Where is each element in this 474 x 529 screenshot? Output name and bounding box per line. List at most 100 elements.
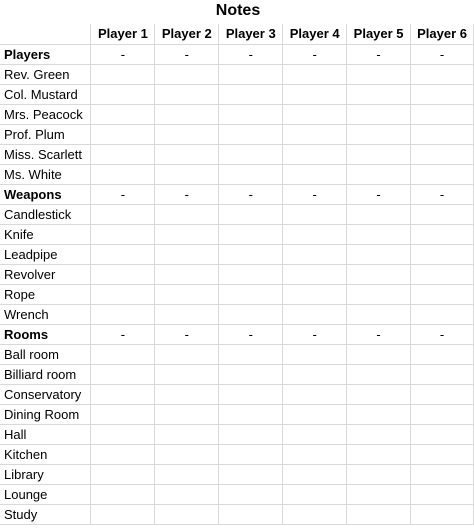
note-cell[interactable]	[410, 484, 474, 505]
player-header[interactable]: Player 6	[410, 24, 474, 45]
note-cell[interactable]	[218, 404, 284, 425]
note-cell[interactable]	[282, 484, 348, 505]
section-header-cell[interactable]: Weapons	[0, 184, 92, 205]
note-cell[interactable]	[154, 464, 220, 485]
note-cell[interactable]	[154, 164, 220, 185]
note-cell[interactable]	[218, 424, 284, 445]
player-header[interactable]: Player 2	[154, 24, 220, 45]
note-cell[interactable]	[346, 304, 412, 325]
note-cell[interactable]	[90, 504, 156, 525]
note-cell[interactable]	[346, 124, 412, 145]
section-marker-cell[interactable]: -	[410, 44, 474, 65]
note-cell[interactable]	[282, 424, 348, 445]
note-cell[interactable]	[346, 264, 412, 285]
note-cell[interactable]	[346, 84, 412, 105]
note-cell[interactable]	[154, 384, 220, 405]
note-cell[interactable]	[90, 84, 156, 105]
note-cell[interactable]	[282, 504, 348, 525]
note-cell[interactable]	[410, 84, 474, 105]
note-cell[interactable]	[90, 244, 156, 265]
note-cell[interactable]	[282, 204, 348, 225]
note-cell[interactable]	[410, 404, 474, 425]
note-cell[interactable]	[90, 344, 156, 365]
item-label-cell[interactable]: Ball room	[0, 344, 92, 365]
note-cell[interactable]	[410, 344, 474, 365]
item-label-cell[interactable]: Leadpipe	[0, 244, 92, 265]
item-label-cell[interactable]: Dining Room	[0, 404, 92, 425]
note-cell[interactable]	[218, 244, 284, 265]
note-cell[interactable]	[346, 464, 412, 485]
item-label-cell[interactable]: Kitchen	[0, 444, 92, 465]
item-label-cell[interactable]: Knife	[0, 224, 92, 245]
item-label-cell[interactable]: Hall	[0, 424, 92, 445]
player-header[interactable]: Player 3	[218, 24, 284, 45]
note-cell[interactable]	[282, 284, 348, 305]
note-cell[interactable]	[218, 224, 284, 245]
item-label-cell[interactable]: Ms. White	[0, 164, 92, 185]
note-cell[interactable]	[154, 504, 220, 525]
note-cell[interactable]	[346, 384, 412, 405]
section-marker-cell[interactable]: -	[346, 184, 412, 205]
item-label-cell[interactable]: Col. Mustard	[0, 84, 92, 105]
note-cell[interactable]	[346, 404, 412, 425]
title-cell[interactable]: Notes	[0, 0, 474, 22]
note-cell[interactable]	[346, 444, 412, 465]
note-cell[interactable]	[218, 484, 284, 505]
note-cell[interactable]	[90, 104, 156, 125]
item-label-cell[interactable]: Prof. Plum	[0, 124, 92, 145]
note-cell[interactable]	[410, 224, 474, 245]
note-cell[interactable]	[346, 344, 412, 365]
note-cell[interactable]	[90, 204, 156, 225]
note-cell[interactable]	[282, 164, 348, 185]
section-marker-cell[interactable]: -	[90, 324, 156, 345]
section-marker-cell[interactable]: -	[282, 44, 348, 65]
section-marker-cell[interactable]: -	[410, 184, 474, 205]
section-marker-cell[interactable]: -	[218, 324, 284, 345]
note-cell[interactable]	[90, 284, 156, 305]
note-cell[interactable]	[282, 84, 348, 105]
note-cell[interactable]	[282, 104, 348, 125]
note-cell[interactable]	[154, 264, 220, 285]
note-cell[interactable]	[346, 484, 412, 505]
section-marker-cell[interactable]: -	[346, 44, 412, 65]
note-cell[interactable]	[282, 444, 348, 465]
corner-cell[interactable]	[0, 24, 92, 45]
note-cell[interactable]	[218, 344, 284, 365]
section-marker-cell[interactable]: -	[154, 324, 220, 345]
note-cell[interactable]	[90, 444, 156, 465]
note-cell[interactable]	[154, 444, 220, 465]
note-cell[interactable]	[410, 364, 474, 385]
item-label-cell[interactable]: Conservatory	[0, 384, 92, 405]
note-cell[interactable]	[218, 464, 284, 485]
note-cell[interactable]	[282, 384, 348, 405]
note-cell[interactable]	[154, 344, 220, 365]
note-cell[interactable]	[346, 104, 412, 125]
item-label-cell[interactable]: Candlestick	[0, 204, 92, 225]
note-cell[interactable]	[154, 224, 220, 245]
section-marker-cell[interactable]: -	[282, 184, 348, 205]
note-cell[interactable]	[282, 404, 348, 425]
note-cell[interactable]	[218, 264, 284, 285]
item-label-cell[interactable]: Revolver	[0, 264, 92, 285]
note-cell[interactable]	[410, 424, 474, 445]
note-cell[interactable]	[90, 464, 156, 485]
note-cell[interactable]	[346, 144, 412, 165]
note-cell[interactable]	[90, 424, 156, 445]
note-cell[interactable]	[154, 204, 220, 225]
note-cell[interactable]	[410, 64, 474, 85]
note-cell[interactable]	[90, 224, 156, 245]
item-label-cell[interactable]: Rope	[0, 284, 92, 305]
note-cell[interactable]	[154, 484, 220, 505]
note-cell[interactable]	[154, 104, 220, 125]
note-cell[interactable]	[218, 124, 284, 145]
note-cell[interactable]	[218, 384, 284, 405]
note-cell[interactable]	[346, 424, 412, 445]
note-cell[interactable]	[410, 444, 474, 465]
note-cell[interactable]	[154, 244, 220, 265]
section-marker-cell[interactable]: -	[154, 44, 220, 65]
note-cell[interactable]	[410, 264, 474, 285]
note-cell[interactable]	[218, 84, 284, 105]
note-cell[interactable]	[90, 364, 156, 385]
section-header-cell[interactable]: Rooms	[0, 324, 92, 345]
player-header[interactable]: Player 4	[282, 24, 348, 45]
